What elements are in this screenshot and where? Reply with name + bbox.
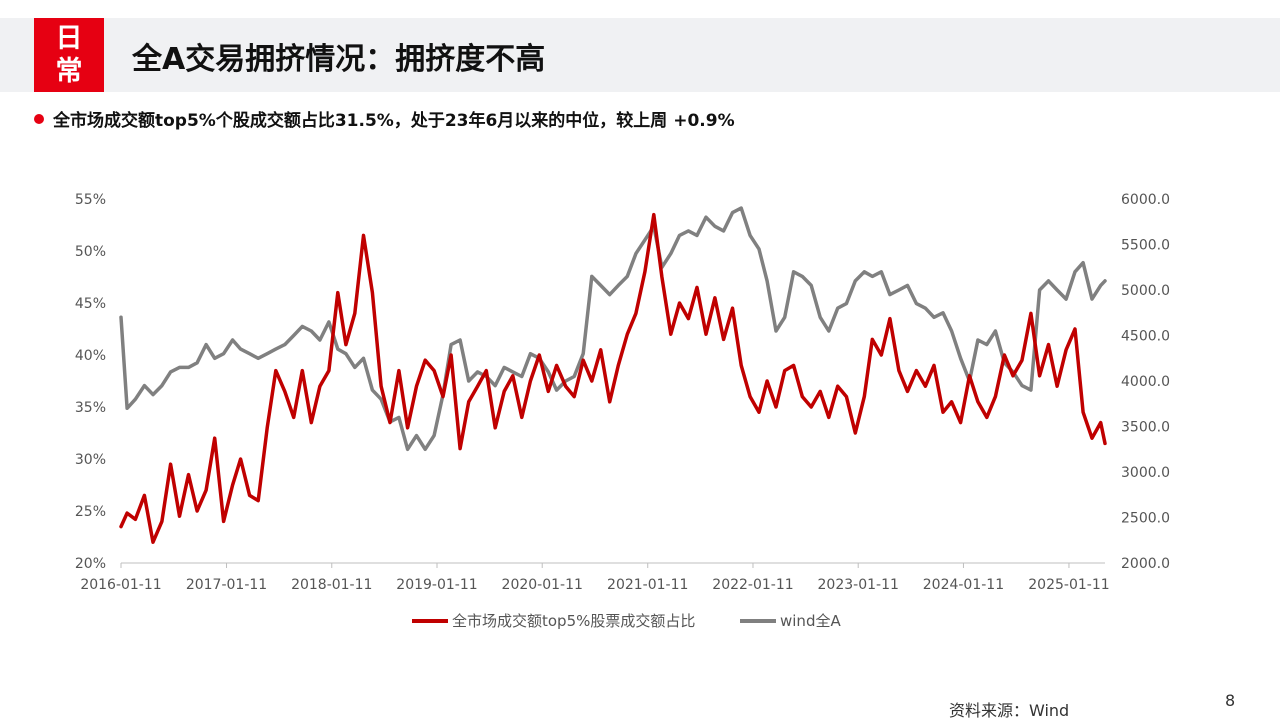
source-note: 资料来源：Wind <box>949 701 1070 720</box>
right-axis-tick-label: 3500.0 <box>1121 420 1170 436</box>
right-axis-tick-label: 2000.0 <box>1121 556 1170 572</box>
legend-item-top5-share-label: 全市场成交额top5%股票成交额占比 <box>452 612 695 630</box>
left-axis-tick-label: 35% <box>75 400 106 416</box>
x-axis-tick-label: 2023-01-11 <box>818 577 899 593</box>
page-title: 全A交易拥挤情况：拥挤度不高 <box>132 42 546 77</box>
summary-row: 全市场成交额top5%个股成交额占比31.5%，处于23年6月以来的中位，较上周… <box>34 106 735 131</box>
badge-line-2: 常 <box>55 56 83 87</box>
left-axis-tick-label: 40% <box>75 348 106 364</box>
summary-text: 全市场成交额top5%个股成交额占比31.5%，处于23年6月以来的中位，较上周… <box>53 111 735 131</box>
x-axis-tick-label: 2022-01-11 <box>712 577 793 593</box>
right-axis-tick-label: 6000.0 <box>1121 192 1170 208</box>
x-axis-tick-label: 2025-01-11 <box>1028 577 1109 593</box>
series-line-wind-all-a <box>119 206 1107 452</box>
x-axis-tick-label: 2016-01-11 <box>80 577 161 593</box>
x-axis-tick-label: 2017-01-11 <box>186 577 267 593</box>
left-axis-tick-label: 45% <box>75 296 106 312</box>
right-axis-tick-label: 4000.0 <box>1121 374 1170 390</box>
x-axis-tick-label: 2024-01-11 <box>923 577 1004 593</box>
left-axis-tick-label: 20% <box>75 556 106 572</box>
section-badge: 日 常 <box>34 18 104 92</box>
page-number: 8 <box>1225 691 1236 710</box>
left-axis-tick-label: 55% <box>75 192 106 208</box>
x-axis-tick-label: 2019-01-11 <box>396 577 477 593</box>
left-axis-tick-label: 25% <box>75 504 106 520</box>
header-bar <box>0 18 1280 92</box>
left-axis-tick-label: 30% <box>75 452 106 468</box>
x-axis-tick-label: 2018-01-11 <box>291 577 372 593</box>
right-axis-tick-label: 4500.0 <box>1121 329 1170 345</box>
x-axis-tick-label: 2020-01-11 <box>502 577 583 593</box>
right-axis-tick-label: 5500.0 <box>1121 238 1170 254</box>
left-axis-tick-label: 50% <box>75 244 106 260</box>
bullet-dot-icon <box>34 113 44 124</box>
legend-item-wind-all-a-label: wind全A <box>780 612 841 630</box>
badge-line-1: 日 <box>55 23 83 54</box>
right-axis-tick-label: 2500.0 <box>1121 511 1170 527</box>
x-axis-tick-label: 2021-01-11 <box>607 577 688 593</box>
right-axis-tick-label: 5000.0 <box>1121 283 1170 299</box>
right-axis-tick-label: 3000.0 <box>1121 465 1170 481</box>
series-line-top5-share <box>119 212 1107 544</box>
